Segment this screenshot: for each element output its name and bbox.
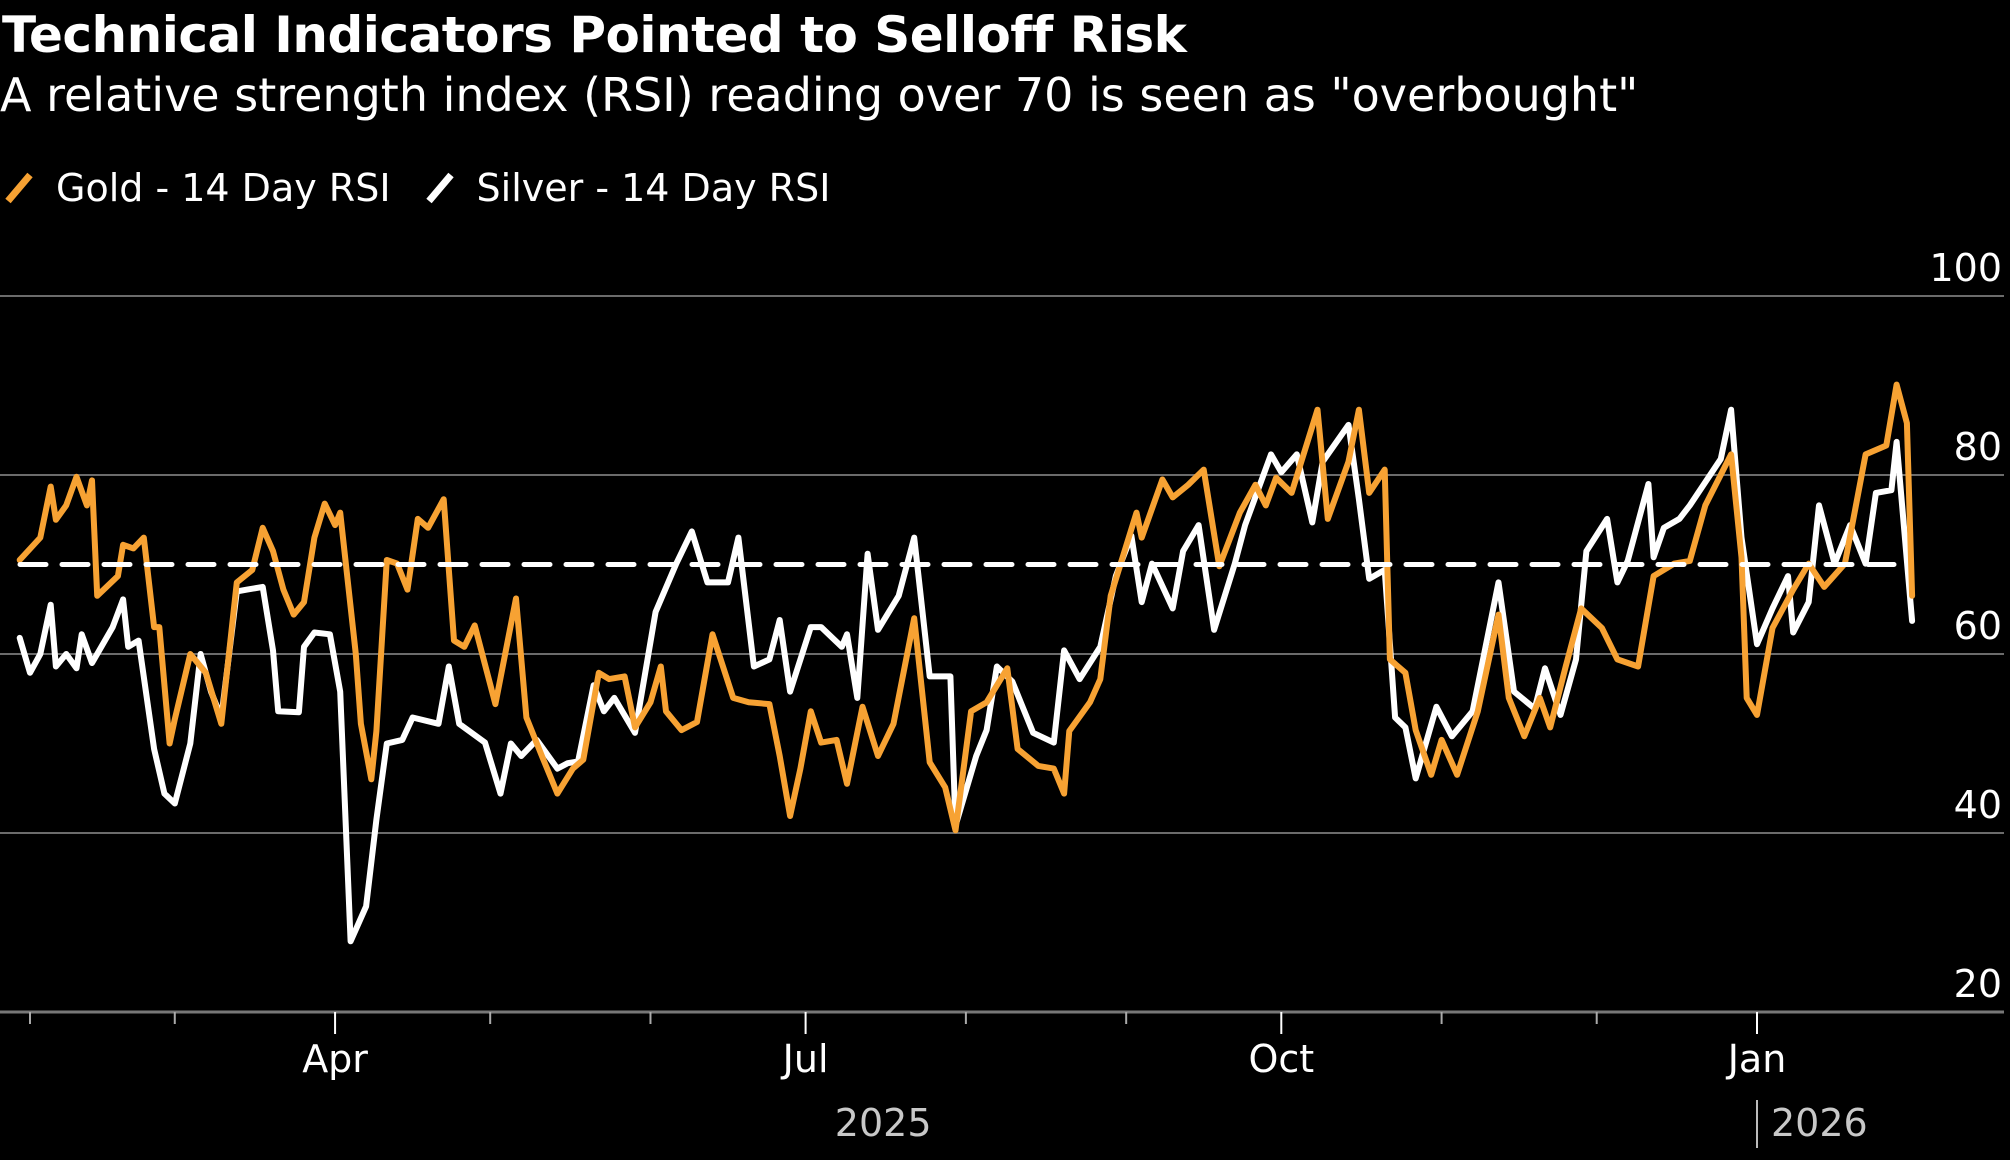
gold-rsi-line: [16, 381, 1916, 834]
silver-rsi-line: [16, 406, 1916, 945]
legend-item-silver: Silver - 14 Day RSI: [425, 166, 831, 210]
chart-subtitle: A relative strength index (RSI) reading …: [0, 68, 1639, 122]
x-tick-label-jul: Jul: [781, 1037, 829, 1081]
y-tick-label-80: 80: [1954, 425, 2002, 469]
legend-swatch-gold: [4, 171, 34, 205]
y-tick-label-20: 20: [1954, 962, 2002, 1006]
legend-label-silver: Silver - 14 Day RSI: [476, 166, 831, 210]
x-axis: Apr Jul Oct Jan 2025 2026: [29, 1012, 1868, 1148]
y-tick-label-100: 100: [1929, 246, 2002, 290]
x-tick-label-oct: Oct: [1248, 1037, 1314, 1081]
chart-title: Technical Indicators Pointed to Selloff …: [2, 6, 1187, 64]
x-tick-label-apr: Apr: [302, 1037, 368, 1081]
x-tick-label-jan: Jan: [1726, 1037, 1787, 1081]
legend-item-gold: Gold - 14 Day RSI: [4, 166, 391, 210]
y-tick-label-60: 60: [1954, 604, 2002, 648]
legend: Gold - 14 Day RSI Silver - 14 Day RSI: [4, 166, 864, 210]
series-lines: [16, 381, 1916, 945]
year-label-2025: 2025: [835, 1101, 932, 1145]
y-tick-label-40: 40: [1954, 783, 2002, 827]
legend-swatch-silver: [425, 171, 455, 205]
legend-label-gold: Gold - 14 Day RSI: [56, 166, 391, 210]
year-label-2026: 2026: [1771, 1101, 1868, 1145]
y-axis-ticks: 20 40 60 80 100: [1929, 246, 2002, 1006]
